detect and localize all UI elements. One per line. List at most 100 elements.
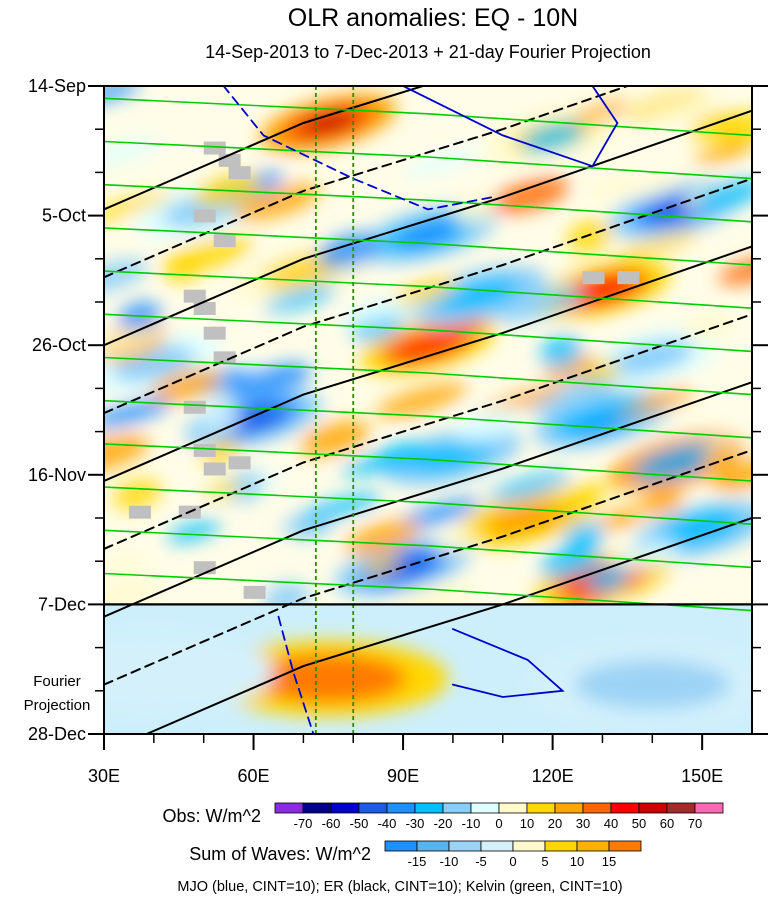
colorbar-tick-label: 70 bbox=[688, 816, 702, 831]
projection-anomaly-blob bbox=[250, 653, 407, 704]
y-tick-label: 14-Sep bbox=[28, 76, 86, 96]
colorbar-box bbox=[638, 802, 668, 814]
y-tick-label: 16-Nov bbox=[28, 465, 86, 485]
colorbar-tick-label: -20 bbox=[434, 816, 453, 831]
colorbar-tick-label: 15 bbox=[602, 854, 616, 869]
obs-anomaly-blob bbox=[397, 221, 459, 248]
colorbar-tick-label: 5 bbox=[541, 854, 548, 869]
colorbar-box bbox=[694, 802, 724, 814]
missing-data-patch bbox=[128, 505, 151, 519]
er-wave-contour bbox=[104, 449, 752, 686]
colorbar-box bbox=[512, 840, 546, 852]
obs-anomaly-blob bbox=[222, 406, 285, 433]
obs-anomaly-blob bbox=[640, 94, 722, 124]
obs-anomaly-blob bbox=[398, 498, 482, 529]
y-tick-label: 26-Oct bbox=[32, 335, 86, 355]
obs-anomaly-blob bbox=[488, 472, 571, 503]
obs-anomaly-blob bbox=[494, 285, 584, 323]
er-wave-contour bbox=[104, 245, 752, 482]
missing-data-patch bbox=[203, 141, 226, 155]
chart-footer: MJO (blue, CINT=10); ER (black, CINT=10)… bbox=[177, 879, 622, 895]
kelvin-wave-contour bbox=[104, 227, 752, 266]
mjo-wave-contour bbox=[222, 86, 494, 211]
colorbar-box bbox=[358, 802, 388, 814]
kelvin-wave-contour bbox=[104, 313, 752, 353]
colorbar-tick-label: -30 bbox=[406, 816, 425, 831]
colorbar-tick-label: 60 bbox=[660, 816, 674, 831]
colorbar-box bbox=[330, 802, 360, 814]
colorbar-tick-label: 10 bbox=[520, 816, 534, 831]
obs-anomaly-blob bbox=[112, 346, 195, 381]
colorbar-tick-label: 20 bbox=[548, 816, 562, 831]
kelvin-wave-contour bbox=[104, 183, 752, 223]
reference-longitude-lines bbox=[314, 86, 355, 734]
colorbar-tick-label: -5 bbox=[475, 854, 487, 869]
obs-anomaly-blob bbox=[201, 409, 241, 434]
colorbar-tick-label: -50 bbox=[350, 816, 369, 831]
mjo-wave-contour bbox=[402, 86, 619, 168]
er-wave-contour bbox=[104, 86, 427, 211]
obs-anomaly-blob bbox=[229, 363, 312, 400]
obs-anomaly-blob bbox=[167, 520, 221, 543]
obs-anomaly-blob bbox=[684, 311, 732, 345]
obs-colorbar-label: Obs: W/m^2 bbox=[163, 806, 261, 826]
kelvin-wave-contour bbox=[104, 486, 752, 525]
chart-title: OLR anomalies: EQ - 10N bbox=[288, 4, 578, 32]
kelvin-wave-contour bbox=[104, 270, 752, 309]
colorbar-tick-label: -70 bbox=[294, 816, 313, 831]
obs-anomaly-blob bbox=[412, 439, 494, 474]
obs-anomaly-blob bbox=[402, 148, 482, 177]
x-axis: 30E 60E 90E 120E 150E bbox=[88, 734, 723, 786]
obs-anomaly-blob bbox=[264, 284, 337, 312]
projection-label-line1: Fourier bbox=[33, 673, 81, 690]
missing-data-patch bbox=[183, 289, 206, 303]
missing-data-patch bbox=[243, 585, 266, 599]
colorbar-box bbox=[666, 802, 696, 814]
obs-anomaly-blob bbox=[566, 588, 613, 608]
obs-anomaly-blob bbox=[104, 554, 145, 576]
colorbar-box bbox=[384, 840, 418, 852]
colorbar-box bbox=[416, 840, 450, 852]
missing-data-patch bbox=[203, 462, 226, 476]
plot-area bbox=[104, 86, 752, 734]
colorbar-box bbox=[608, 840, 642, 852]
obs-anomaly-blob bbox=[104, 259, 148, 294]
obs-anomaly-blob bbox=[632, 442, 725, 482]
projection-anomaly-blob bbox=[104, 647, 232, 697]
colorbar-box bbox=[448, 840, 482, 852]
obs-anomaly-blob bbox=[104, 398, 172, 428]
x-tick-label: 90E bbox=[387, 766, 419, 786]
colorbar-tick-label: -10 bbox=[440, 854, 459, 869]
obs-anomaly-blob bbox=[300, 420, 370, 457]
fourier-projection-field bbox=[104, 634, 752, 723]
obs-anomaly-blob bbox=[521, 122, 585, 153]
colorbar-tick-label: -40 bbox=[378, 816, 397, 831]
obs-anomaly-blob bbox=[694, 179, 752, 211]
colorbar-tick-label: 10 bbox=[570, 854, 584, 869]
obs-anomaly-blob bbox=[104, 86, 140, 104]
missing-data-patches bbox=[128, 141, 640, 599]
obs-anomaly-blob bbox=[529, 377, 616, 415]
er-wave-contour bbox=[104, 109, 752, 347]
y-axis: 14-Sep 5-Oct 26-Oct 16-Nov 7-Dec 28-Dec bbox=[28, 76, 768, 744]
obs-anomaly-blob bbox=[436, 278, 519, 314]
missing-data-patch bbox=[228, 166, 251, 180]
er-wave-contour bbox=[144, 517, 752, 734]
obs-anomaly-blob bbox=[616, 230, 700, 259]
obs-anomaly-blob bbox=[104, 329, 160, 355]
colorbar-tick-label: 0 bbox=[495, 816, 502, 831]
kelvin-wave-contour bbox=[104, 97, 752, 137]
x-tick-label: 150E bbox=[681, 766, 723, 786]
x-tick-label: 30E bbox=[88, 766, 120, 786]
obs-anomaly-blob bbox=[316, 233, 382, 269]
colorbar-box bbox=[274, 802, 304, 814]
kelvin-wave-contour bbox=[104, 443, 752, 482]
er-wave-contour bbox=[104, 177, 752, 415]
obs-anomaly-blob bbox=[297, 110, 359, 136]
obs-anomaly-blob bbox=[490, 177, 570, 214]
obs-anomaly-blob bbox=[346, 520, 420, 556]
obs-anomaly-blob bbox=[540, 336, 582, 369]
obs-anomaly-blob bbox=[360, 558, 402, 576]
obs-colorbar: -70 -60 -50 -40 -30 -20 -10 0 10 20 30 40 50 60 70 bbox=[274, 802, 724, 831]
obs-anomaly-blob bbox=[596, 507, 646, 530]
